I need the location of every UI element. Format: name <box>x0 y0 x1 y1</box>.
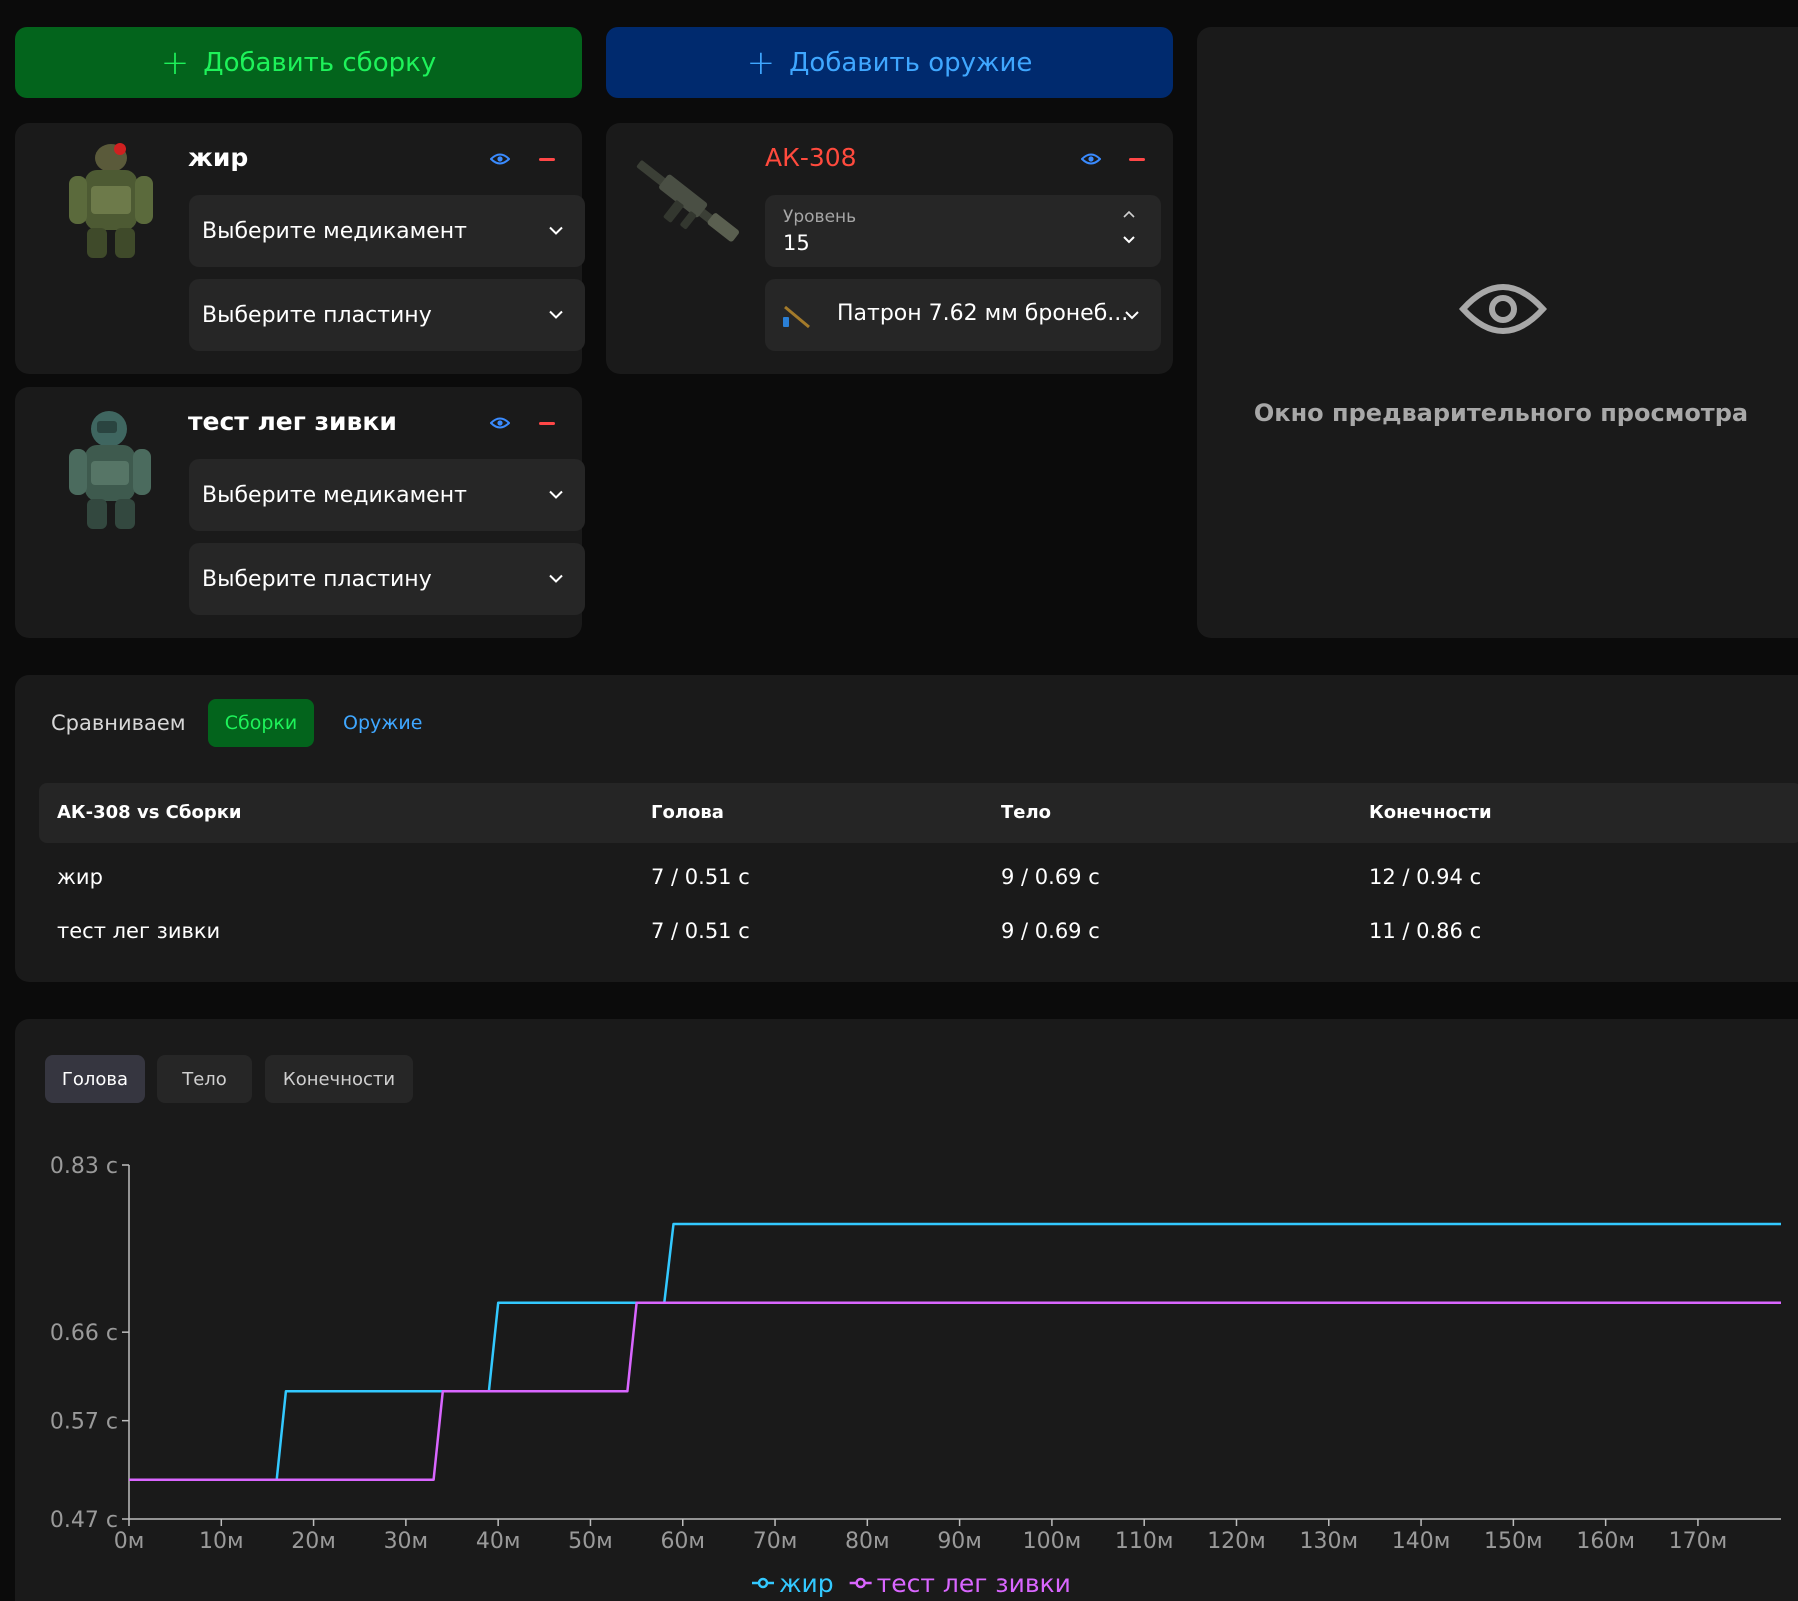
medicine-select-value: Выберите медикамент <box>202 218 467 244</box>
comparison-panel: Сравниваем Сборки Оружие АК-308 vs Сборк… <box>15 675 1798 982</box>
level-label: Уровень <box>783 207 857 227</box>
legend-marker <box>855 1577 866 1589</box>
remove-build-icon[interactable] <box>539 422 555 425</box>
ammo-icon <box>783 305 810 329</box>
column-header: Тело <box>1001 802 1052 823</box>
table-cell: 11 / 0.86 с <box>1369 919 1482 943</box>
armor-thumbnail-icon <box>69 411 151 529</box>
eye-icon[interactable] <box>1081 152 1101 166</box>
y-tick-label: 0.57 с <box>50 1410 118 1435</box>
series-line <box>129 1301 1781 1481</box>
x-tick-label: 150м <box>1484 1529 1543 1554</box>
chevron-down-icon <box>549 310 563 319</box>
chevron-down-icon[interactable] <box>1123 236 1135 244</box>
plate-select[interactable]: Выберите пластину <box>189 279 585 351</box>
medicine-select[interactable]: Выберите медикамент <box>189 195 585 267</box>
add-build-button[interactable]: + Добавить сборку <box>15 27 582 98</box>
table-cell: 9 / 0.69 с <box>1001 865 1100 889</box>
y-tick-label: 0.83 с <box>50 1154 118 1179</box>
ammo-select-value: Патрон 7.62 мм бронеб... <box>837 301 1129 326</box>
table-header: АК-308 vs Сборки Голова Тело Конечности <box>39 783 1798 843</box>
plus-icon: + <box>746 42 776 83</box>
table-cell: 7 / 0.51 с <box>651 919 750 943</box>
chevron-down-icon <box>1125 311 1139 320</box>
x-tick-label: 170м <box>1669 1529 1728 1554</box>
y-tick-label: 0.47 с <box>50 1508 118 1533</box>
add-weapon-label: Добавить оружие <box>789 47 1033 78</box>
legend-label: тест лег зивки <box>877 1569 1071 1598</box>
x-tick-label: 20м <box>291 1529 336 1554</box>
table-cell: тест лег зивки <box>57 919 221 943</box>
table-cell: 9 / 0.69 с <box>1001 919 1100 943</box>
x-tick-label: 120м <box>1207 1529 1266 1554</box>
legend-marker <box>757 1577 769 1589</box>
medicine-select[interactable]: Выберите медикамент <box>189 459 585 531</box>
x-tick-label: 0м <box>114 1529 145 1554</box>
chevron-down-icon <box>549 490 563 499</box>
x-tick-label: 130м <box>1299 1529 1358 1554</box>
x-tick-label: 160м <box>1576 1529 1635 1554</box>
level-value: 15 <box>783 231 810 255</box>
build-name: жир <box>188 143 249 172</box>
remove-weapon-icon[interactable] <box>1129 158 1145 161</box>
x-tick-label: 40м <box>476 1529 521 1554</box>
chart-panel: Голова Тело Конечности <box>15 1019 1798 1601</box>
chart-tab-body[interactable]: Тело <box>157 1055 252 1103</box>
armor-thumbnail-icon <box>69 143 153 258</box>
table-cell: жир <box>57 865 103 889</box>
x-tick-label: 140м <box>1392 1529 1451 1554</box>
x-tick-label: 70м <box>753 1529 798 1554</box>
chevron-down-icon <box>549 226 563 235</box>
tab-weapons[interactable]: Оружие <box>343 712 423 734</box>
preview-placeholder-text: Окно предварительного просмотра <box>1253 399 1749 427</box>
series-line <box>129 1222 1781 1481</box>
column-header: АК-308 vs Сборки <box>57 802 242 823</box>
eye-icon <box>1459 284 1547 334</box>
medicine-select-value: Выберите медикамент <box>202 482 467 508</box>
column-header: Голова <box>651 802 724 823</box>
level-stepper[interactable]: Уровень 15 <box>765 195 1161 267</box>
chevron-up-icon[interactable] <box>1123 210 1135 218</box>
x-tick-label: 100м <box>1023 1529 1082 1554</box>
preview-panel: Окно предварительного просмотра <box>1197 27 1798 638</box>
plate-select[interactable]: Выберите пластину <box>189 543 585 615</box>
build-name: тест лег зивки <box>188 407 397 436</box>
y-tick-label: 0.66 с <box>50 1321 118 1346</box>
x-tick-label: 90м <box>937 1529 982 1554</box>
rifle-thumbnail-icon <box>636 160 740 242</box>
x-tick-label: 30м <box>384 1529 429 1554</box>
chart-tab-limbs[interactable]: Конечности <box>265 1055 413 1103</box>
x-tick-label: 80м <box>845 1529 890 1554</box>
plus-icon: + <box>160 42 190 83</box>
plate-select-value: Выберите пластину <box>202 566 432 592</box>
legend-label: жир <box>779 1569 834 1598</box>
column-header: Конечности <box>1369 802 1492 823</box>
x-tick-label: 50м <box>568 1529 613 1554</box>
chevron-down-icon <box>549 574 563 583</box>
x-tick-label: 60м <box>660 1529 705 1554</box>
x-tick-label: 10м <box>199 1529 244 1554</box>
ammo-select[interactable]: Патрон 7.62 мм бронеб... <box>765 279 1161 351</box>
weapon-name: АК-308 <box>765 143 857 172</box>
eye-icon[interactable] <box>490 416 510 430</box>
table-cell: 12 / 0.94 с <box>1369 865 1482 889</box>
eye-icon[interactable] <box>490 152 510 166</box>
build-card: тест лег зивки Выберите медикамент Выбер… <box>15 387 585 638</box>
remove-build-icon[interactable] <box>539 158 555 161</box>
table-cell: 7 / 0.51 с <box>651 865 750 889</box>
chart-tab-head[interactable]: Голова <box>45 1055 145 1103</box>
compare-label: Сравниваем <box>51 711 186 735</box>
x-tick-label: 110м <box>1115 1529 1174 1554</box>
tab-builds[interactable]: Сборки <box>208 699 314 747</box>
add-build-label: Добавить сборку <box>203 47 437 78</box>
add-weapon-button[interactable]: + Добавить оружие <box>606 27 1173 98</box>
build-card: жир Выберите медикамент Выберите пластин… <box>15 123 585 374</box>
plate-select-value: Выберите пластину <box>202 302 432 328</box>
